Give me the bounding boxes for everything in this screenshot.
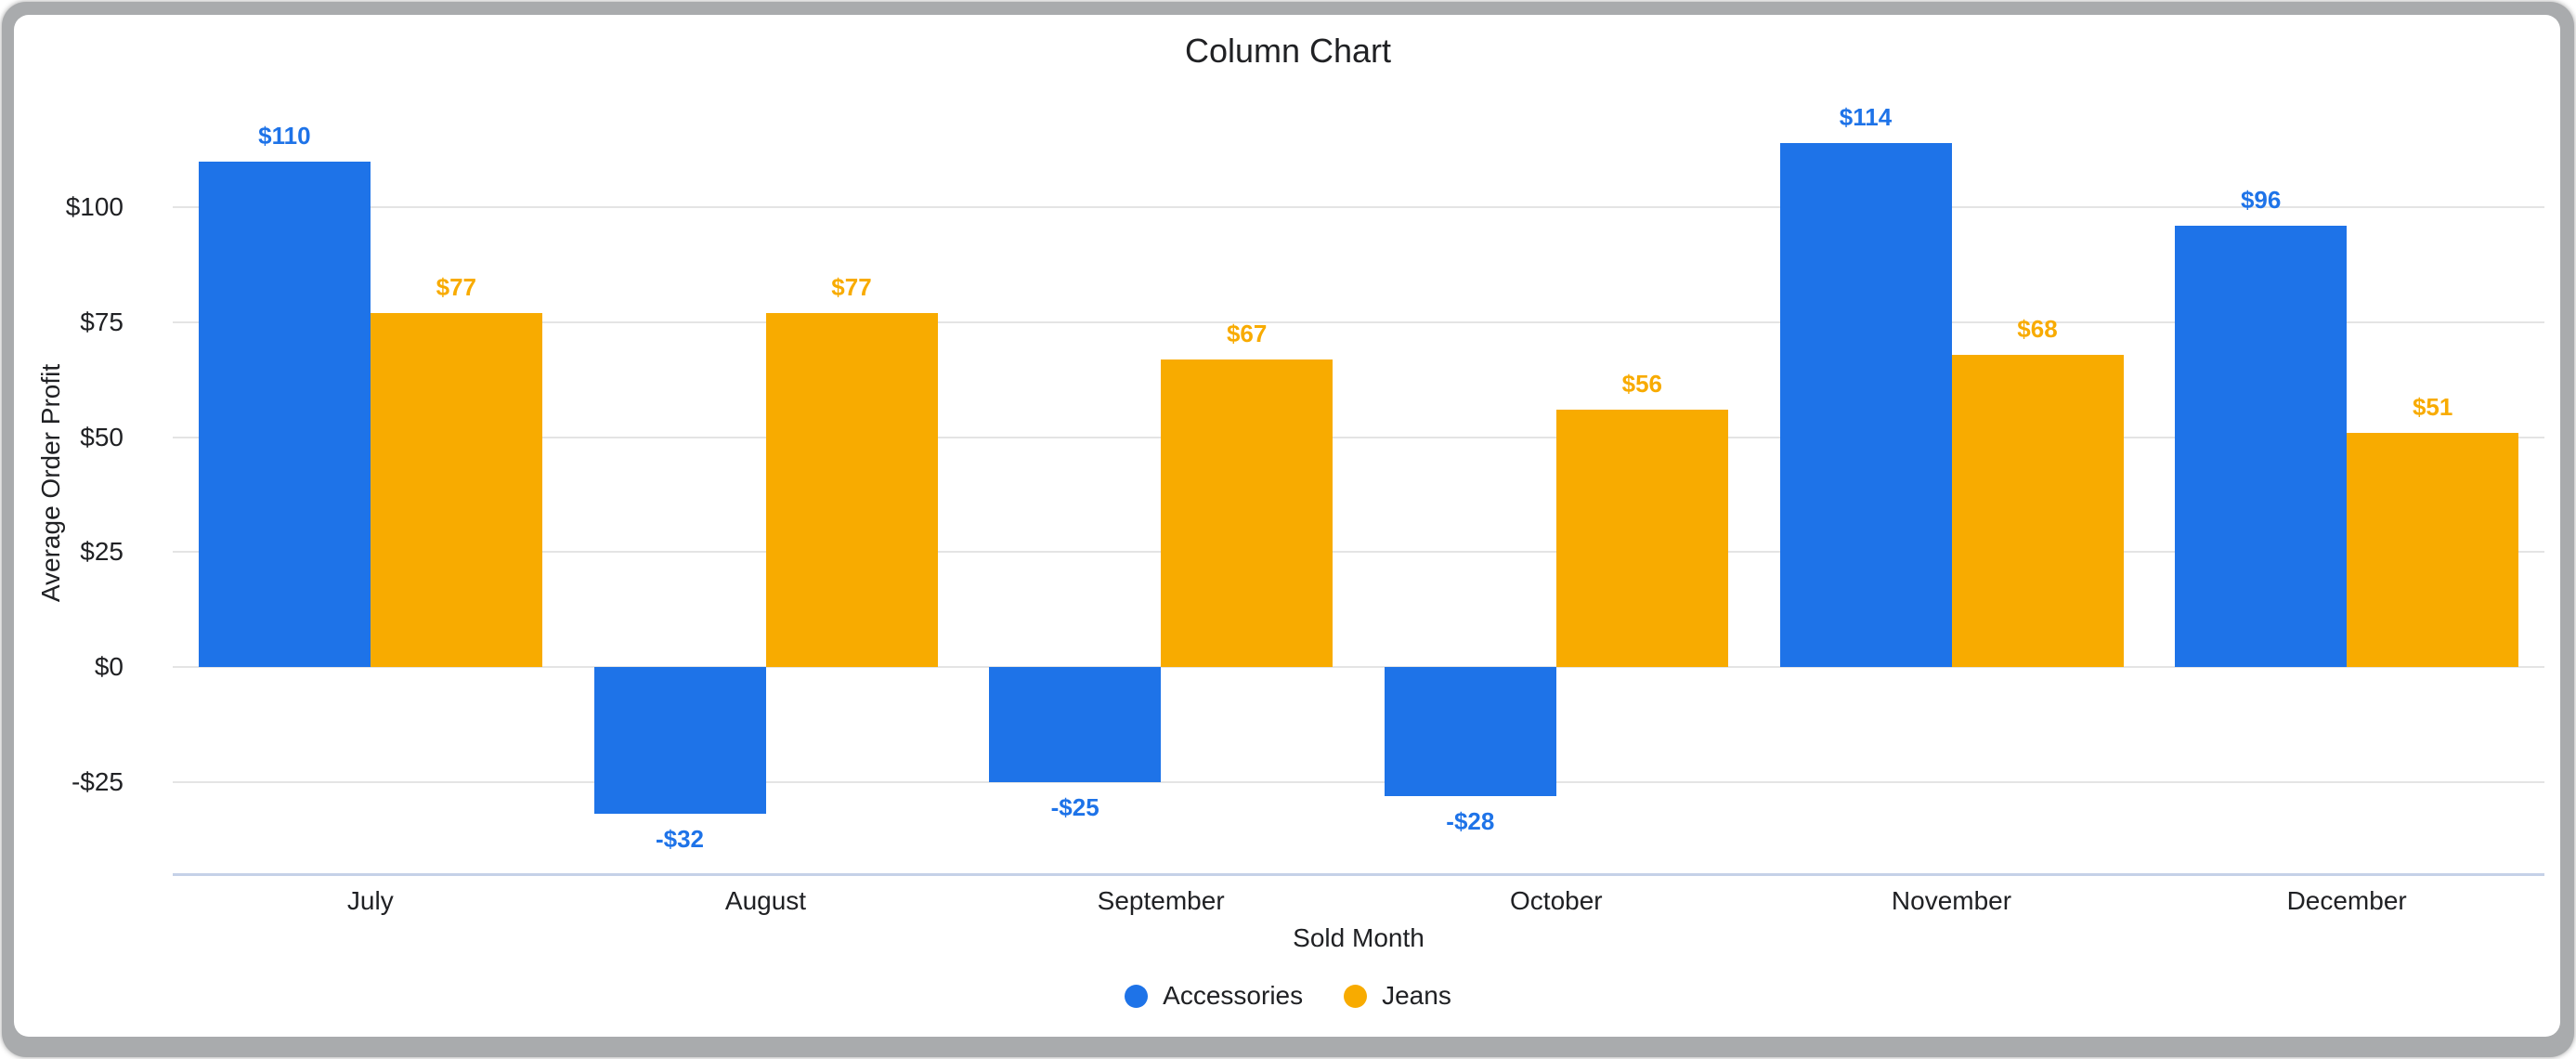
y-tick-label: $50 (80, 422, 124, 451)
legend: Accessories Jeans (0, 981, 2576, 1011)
bar-jeans-july[interactable] (370, 313, 542, 667)
legend-label: Accessories (1163, 981, 1304, 1010)
x-tick-label: October (1510, 886, 1603, 915)
bar-jeans-november[interactable] (1951, 354, 2124, 667)
y-tick-label: $25 (80, 537, 124, 567)
gridline (173, 666, 2544, 668)
chart-title: Column Chart (1184, 32, 1392, 70)
legend-item-accessories[interactable]: Accessories (1125, 981, 1303, 1011)
y-tick-label: $75 (80, 307, 124, 336)
bar-accessories-december[interactable] (2175, 226, 2348, 667)
gridline (173, 320, 2544, 323)
x-tick-label: July (346, 886, 394, 915)
x-tick-label: August (724, 886, 807, 915)
legend-color-dot-jeans (1344, 984, 1368, 1008)
bar-value-label: $110 (258, 121, 311, 150)
bar-value-label: -$25 (1050, 792, 1099, 821)
bar-value-label: -$28 (1446, 806, 1495, 835)
bar-value-label: $114 (1839, 103, 1893, 132)
legend-item-jeans[interactable]: Jeans (1344, 981, 1451, 1011)
bar-jeans-december[interactable] (2347, 432, 2519, 667)
x-tick-label: November (1891, 886, 2012, 915)
gridline (173, 436, 2544, 438)
y-axis-title: Average Order Profit (36, 363, 65, 603)
y-tick-label: $0 (94, 652, 124, 681)
bar-jeans-august[interactable] (765, 313, 938, 667)
legend-label: Jeans (1382, 981, 1451, 1010)
bar-accessories-august[interactable] (593, 667, 766, 815)
bar-value-label: $56 (1621, 369, 1663, 398)
bar-value-label: $67 (1226, 319, 1268, 347)
x-tick-label: September (1097, 886, 1225, 915)
bar-value-label: $77 (436, 273, 477, 302)
legend-color-dot-accessories (1125, 984, 1149, 1008)
bar-value-label: $68 (2017, 314, 2058, 343)
bar-accessories-october[interactable] (1384, 667, 1556, 796)
x-axis-title: Sold Month (1293, 923, 1425, 952)
x-tick-label: December (2286, 886, 2407, 915)
bar-value-label: $77 (831, 273, 872, 302)
bar-value-label: $51 (2412, 392, 2453, 421)
y-tick-label: $100 (65, 192, 124, 222)
gridline (173, 551, 2544, 554)
y-tick-label: -$25 (71, 766, 124, 796)
bar-accessories-september[interactable] (989, 667, 1162, 782)
bar-value-label: $96 (2240, 186, 2282, 215)
gridline (173, 780, 2544, 783)
gridline (173, 206, 2544, 209)
bar-jeans-september[interactable] (1161, 359, 1334, 667)
bar-value-label: -$32 (655, 825, 705, 854)
x-axis-line (173, 873, 2544, 876)
bar-jeans-october[interactable] (1555, 409, 1728, 667)
bar-accessories-november[interactable] (1779, 143, 1952, 667)
bar-accessories-july[interactable] (198, 161, 371, 667)
